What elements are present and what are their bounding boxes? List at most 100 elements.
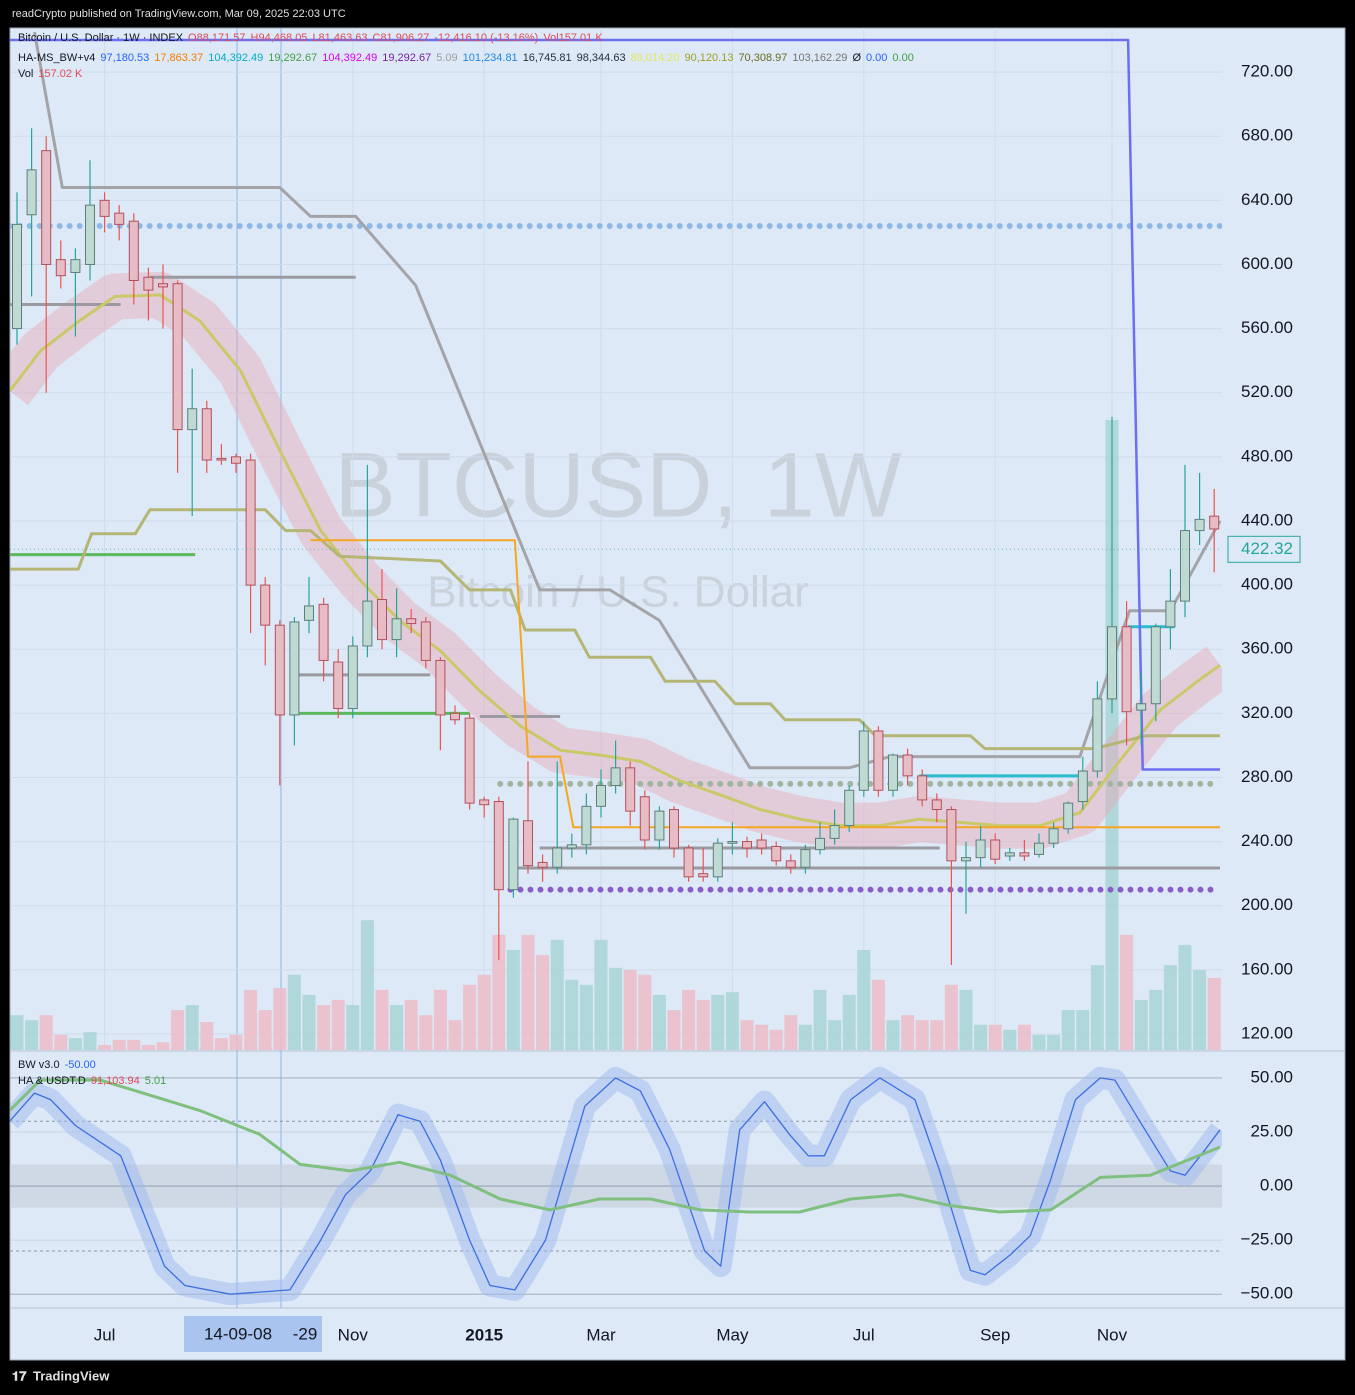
- volume-bar: [755, 1024, 769, 1050]
- candle-body: [683, 847, 694, 878]
- candle-body: [201, 408, 212, 461]
- volume-bar: [258, 1010, 272, 1050]
- volume-bar: [404, 999, 418, 1050]
- x-tick-label: Sep: [980, 1325, 1010, 1344]
- volume-bar: [711, 994, 725, 1050]
- candle-body: [742, 841, 752, 849]
- y-tick-label: 320.00: [1241, 703, 1293, 722]
- volume-bar: [360, 920, 374, 1050]
- volume-bar: [638, 974, 652, 1050]
- volume-bar: [682, 989, 696, 1050]
- volume-bar: [68, 1038, 82, 1050]
- legend-item: 70,308.97: [738, 52, 788, 64]
- y-tick-label: 720.00: [1241, 62, 1293, 81]
- legend-item: 16,745.81: [522, 52, 572, 64]
- candle-body: [406, 618, 417, 625]
- candle-body: [26, 169, 37, 216]
- volume-bar: [83, 1032, 97, 1050]
- candle-body: [566, 844, 577, 849]
- y-tick-label: 160.00: [1241, 959, 1293, 978]
- crosshair-offset: -29: [293, 1324, 318, 1343]
- candle-body: [55, 259, 66, 277]
- volume-bar: [185, 1005, 199, 1050]
- candle-body: [654, 810, 665, 841]
- volume-bar: [813, 989, 827, 1050]
- volume-bar: [1163, 965, 1177, 1050]
- candle-body: [493, 801, 504, 891]
- volume-bar: [550, 939, 564, 1050]
- candle-body: [377, 599, 387, 641]
- legend-row: BW v3.0 -50.00: [18, 1059, 96, 1071]
- legend-row: Bitcoin / U.S. Dollar · 1W · INDEX O88,17…: [18, 32, 603, 44]
- x-tick-label: Mar: [586, 1325, 616, 1344]
- candle-body: [946, 809, 957, 862]
- legend-item: Vol157.01 K: [543, 32, 603, 44]
- osc-line: [10, 1077, 1221, 1295]
- candle-body: [187, 408, 198, 431]
- volume-bar: [463, 984, 477, 1050]
- y-tick-label: 680.00: [1241, 126, 1293, 145]
- overlay-line: [10, 508, 1220, 751]
- volume-bar: [448, 1020, 462, 1050]
- candle-body: [1019, 852, 1030, 857]
- candle-body: [99, 199, 110, 217]
- legend-item: O88,171.57: [188, 32, 246, 44]
- osc-tick-label: −25.00: [1241, 1230, 1293, 1249]
- volume-bar: [317, 1005, 331, 1050]
- volume-bar: [667, 1010, 681, 1050]
- y-tick-label: 600.00: [1241, 254, 1293, 273]
- candle-body: [873, 730, 884, 791]
- candle-body: [625, 767, 636, 812]
- legend-item: 97,180.53: [100, 52, 150, 64]
- overlay-line: [310, 539, 1220, 829]
- candle-body: [362, 600, 373, 647]
- volume-bar: [1105, 420, 1119, 1050]
- x-tick-label: Jul: [853, 1325, 875, 1344]
- volume-bar: [492, 934, 506, 1050]
- y-tick-label: 640.00: [1241, 190, 1293, 209]
- candle-body: [1092, 698, 1103, 772]
- volume-bar: [1017, 1024, 1031, 1050]
- legend-item: 157.02 K: [38, 68, 83, 80]
- last-price-label: 422.32: [1241, 539, 1293, 558]
- legend-item: 104,392.49: [322, 52, 378, 64]
- candle-body: [143, 276, 154, 291]
- volume-bar: [1134, 999, 1148, 1050]
- candle-body: [70, 259, 81, 273]
- brand-logo: 𝟏𝟕: [12, 1368, 27, 1383]
- x-tick-label: Nov: [1097, 1325, 1128, 1344]
- legend-item: C81,906.27: [372, 32, 430, 44]
- candle-body: [347, 645, 358, 710]
- candle-body: [523, 820, 533, 867]
- volume-bar: [477, 974, 491, 1050]
- candle-body: [304, 605, 314, 621]
- candle-body: [1121, 626, 1132, 713]
- legend-item: Ø: [852, 52, 861, 64]
- candle-body: [508, 818, 519, 891]
- legend-item: 101,234.81: [462, 52, 518, 64]
- legend-row: HA-MS_BW+v4 97,180.53 17,863.37 104,392.49 1…: [18, 52, 914, 64]
- candle-body: [596, 784, 606, 807]
- overlay-line: [10, 293, 1221, 828]
- legend-item: BW v3.0: [18, 1059, 60, 1071]
- volume-bar: [696, 999, 710, 1050]
- volume-bar: [302, 994, 316, 1050]
- volume-bar: [1047, 1034, 1061, 1050]
- volume-bar: [652, 994, 666, 1050]
- osc-tick-label: −50.00: [1241, 1284, 1293, 1303]
- volume-bar: [521, 934, 535, 1050]
- candle-body: [41, 150, 52, 265]
- candle-body: [815, 837, 825, 851]
- legend-item: 89,014.20: [630, 52, 680, 64]
- legend-item: 91,103.94: [90, 1075, 140, 1087]
- legend-item: HA & USDT.D: [18, 1075, 86, 1087]
- volume-bar: [915, 1020, 929, 1050]
- oscillator-pane: [10, 1066, 1222, 1306]
- candle-body: [1194, 518, 1205, 532]
- y-tick-label: 280.00: [1241, 767, 1293, 786]
- legend-item: HA-MS_BW+v4: [18, 52, 96, 64]
- y-tick-label: 440.00: [1241, 510, 1293, 529]
- candle-body: [1165, 600, 1176, 628]
- watermark-symbol: BTCUSD, 1W: [334, 434, 902, 536]
- volume-bar: [200, 1022, 214, 1050]
